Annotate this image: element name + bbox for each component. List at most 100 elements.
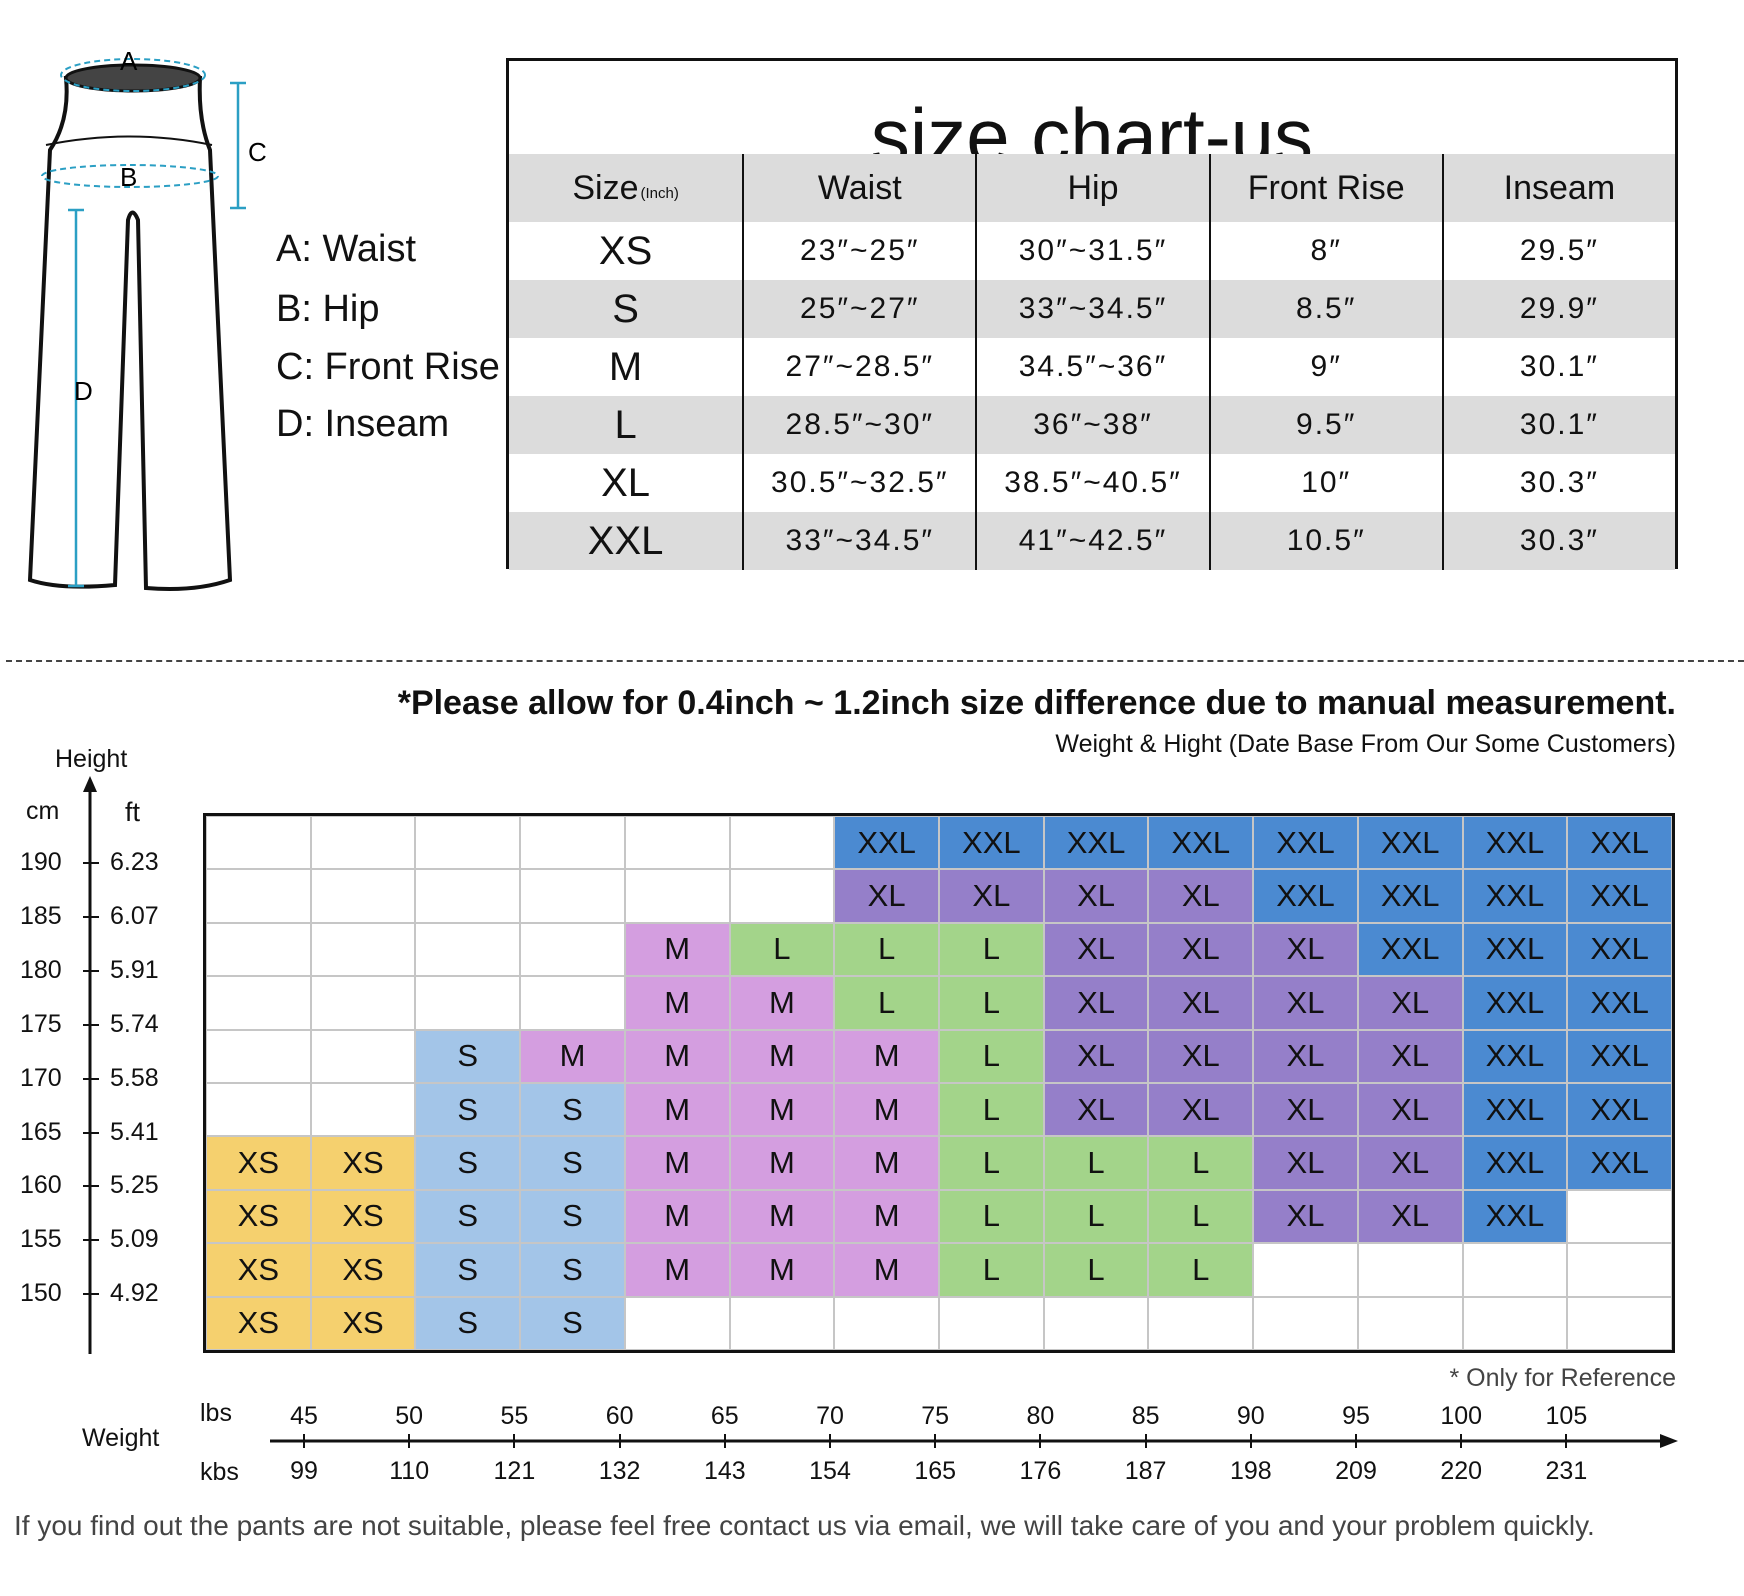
grid-cell: L	[939, 1136, 1044, 1190]
x-tick-mark	[829, 1434, 831, 1448]
grid-cell	[1253, 1243, 1358, 1297]
table-cell-front-rise: 10″	[1208, 454, 1442, 512]
grid-cell	[415, 816, 521, 870]
grid-cell: S	[520, 1189, 625, 1244]
grid-cell: XL	[939, 869, 1044, 923]
grid-cell: S	[415, 1136, 521, 1190]
grid-cell: M	[834, 1083, 939, 1137]
grid-cell	[729, 869, 835, 923]
grid-cell: XXL	[1567, 976, 1672, 1030]
grid-cell: XL	[1253, 1136, 1358, 1190]
grid-cell: XXL	[1462, 1136, 1568, 1190]
grid-cell	[415, 869, 521, 923]
grid-cell: XL	[1357, 976, 1463, 1030]
x-tick-kbs: 209	[1335, 1457, 1377, 1485]
grid-cell	[520, 869, 625, 923]
x-tick-mark	[1565, 1434, 1568, 1448]
diagram-label-b: B	[120, 162, 137, 192]
table-row: L 28.5″~30″ 36″~38″ 9.5″ 30.1″	[509, 396, 1675, 454]
grid-cell	[310, 1029, 416, 1083]
grid-cell	[1357, 1296, 1463, 1350]
grid-cell: M	[729, 976, 835, 1030]
grid-cell: XXL	[1462, 922, 1568, 977]
table-cell-inseam: 30.3″	[1441, 454, 1675, 512]
grid-cell	[1462, 1296, 1568, 1350]
x-tick-lbs: 60	[605, 1402, 634, 1430]
grid-cell: M	[624, 1083, 730, 1137]
size-chart-table: size chart-us Size (Inch) Waist Hip Front…	[506, 58, 1678, 570]
table-cell-size: XS	[598, 228, 653, 273]
grid-cell: M	[729, 1029, 835, 1083]
grid-cell: XXL	[1253, 816, 1358, 870]
grid-cell	[310, 922, 416, 977]
y-tick-cm: 190	[20, 848, 62, 876]
grid-cell: M	[624, 1243, 730, 1297]
grid-cell: XL	[1357, 1136, 1463, 1190]
grid-cell: XL	[1253, 976, 1358, 1030]
table-cell-waist: 27″~28.5″	[742, 338, 975, 396]
grid-cell: XS	[206, 1243, 311, 1297]
table-cell-size: M	[608, 344, 643, 389]
y-tick-mark	[83, 1239, 99, 1242]
grid-cell	[520, 816, 625, 870]
legend-inseam: D: Inseam	[276, 403, 450, 445]
table-cell-hip: 38.5″~40.5″	[975, 454, 1208, 512]
grid-cell	[939, 1296, 1044, 1350]
grid-cell: XS	[206, 1189, 311, 1244]
grid-cell: S	[415, 1296, 521, 1350]
waist-measure-line	[60, 58, 206, 92]
y-tick-cm: 180	[20, 955, 62, 984]
y-tick-mark	[83, 969, 99, 972]
grid-cell: M	[624, 922, 730, 977]
grid-cell	[1567, 1296, 1672, 1350]
grid-cell: XXL	[1357, 869, 1463, 923]
x-tick-mark	[1039, 1434, 1042, 1448]
grid-cell: M	[624, 1189, 730, 1244]
footer-message: If you find out the pants are not suitab…	[14, 1510, 1595, 1541]
y-axis-line	[83, 776, 97, 1354]
x-tick-lbs: 100	[1440, 1402, 1483, 1430]
grid-cell: M	[520, 1029, 625, 1083]
grid-cell: XL	[1253, 1189, 1358, 1244]
grid-cell: S	[520, 1083, 625, 1137]
x-tick-lbs: 95	[1342, 1402, 1370, 1430]
legend-front-rise: C: Front Rise	[276, 346, 500, 388]
y-tick-mark	[83, 1185, 99, 1188]
grid-cell: M	[729, 1083, 835, 1137]
x-axis-line	[270, 1434, 1678, 1448]
x-axis-unit-lbs: lbs	[200, 1399, 232, 1427]
grid-cell: S	[520, 1136, 625, 1190]
x-tick-mark	[513, 1434, 516, 1448]
grid-cell: L	[1043, 1189, 1149, 1244]
x-tick-mark	[1249, 1434, 1252, 1448]
table-cell-inseam: 29.5″	[1441, 222, 1675, 280]
grid-cell: XL	[1043, 1029, 1149, 1083]
y-tick-mark	[83, 1077, 99, 1080]
x-tick-kbs: 176	[1019, 1457, 1062, 1485]
pants-diagram: A B C D	[27, 46, 267, 591]
y-tick-mark	[83, 1293, 99, 1296]
x-tick-kbs: 231	[1545, 1457, 1588, 1485]
grid-cell: XXL	[1567, 1029, 1672, 1083]
grid-cell: L	[1148, 1136, 1254, 1190]
grid-cell: XS	[206, 1136, 311, 1190]
grid-cell: XL	[1148, 869, 1254, 923]
grid-cell	[1043, 1296, 1149, 1350]
table-row: XL 30.5″~32.5″ 38.5″~40.5″ 10″ 30.3″	[509, 454, 1675, 512]
grid-cell: L	[939, 1189, 1044, 1244]
grid-cell: M	[834, 1243, 939, 1297]
x-tick-kbs: 165	[914, 1457, 957, 1485]
hip-measure-line	[41, 164, 219, 188]
x-tick-kbs: 198	[1229, 1457, 1272, 1485]
chart-subtitle: Weight & Hight (Date Base From Our Some …	[1055, 730, 1676, 758]
y-tick-ft: 6.23	[110, 848, 159, 876]
header-hip: Hip	[975, 154, 1208, 222]
x-tick-kbs: 110	[389, 1457, 430, 1485]
grid-cell: XL	[1357, 1029, 1463, 1083]
grid-cell	[624, 1296, 730, 1350]
grid-cell: XXL	[834, 816, 939, 870]
note-marker: *	[397, 684, 411, 722]
grid-cell: S	[520, 1296, 625, 1350]
x-tick-mark	[303, 1434, 305, 1448]
grid-cell: XS	[310, 1296, 416, 1350]
